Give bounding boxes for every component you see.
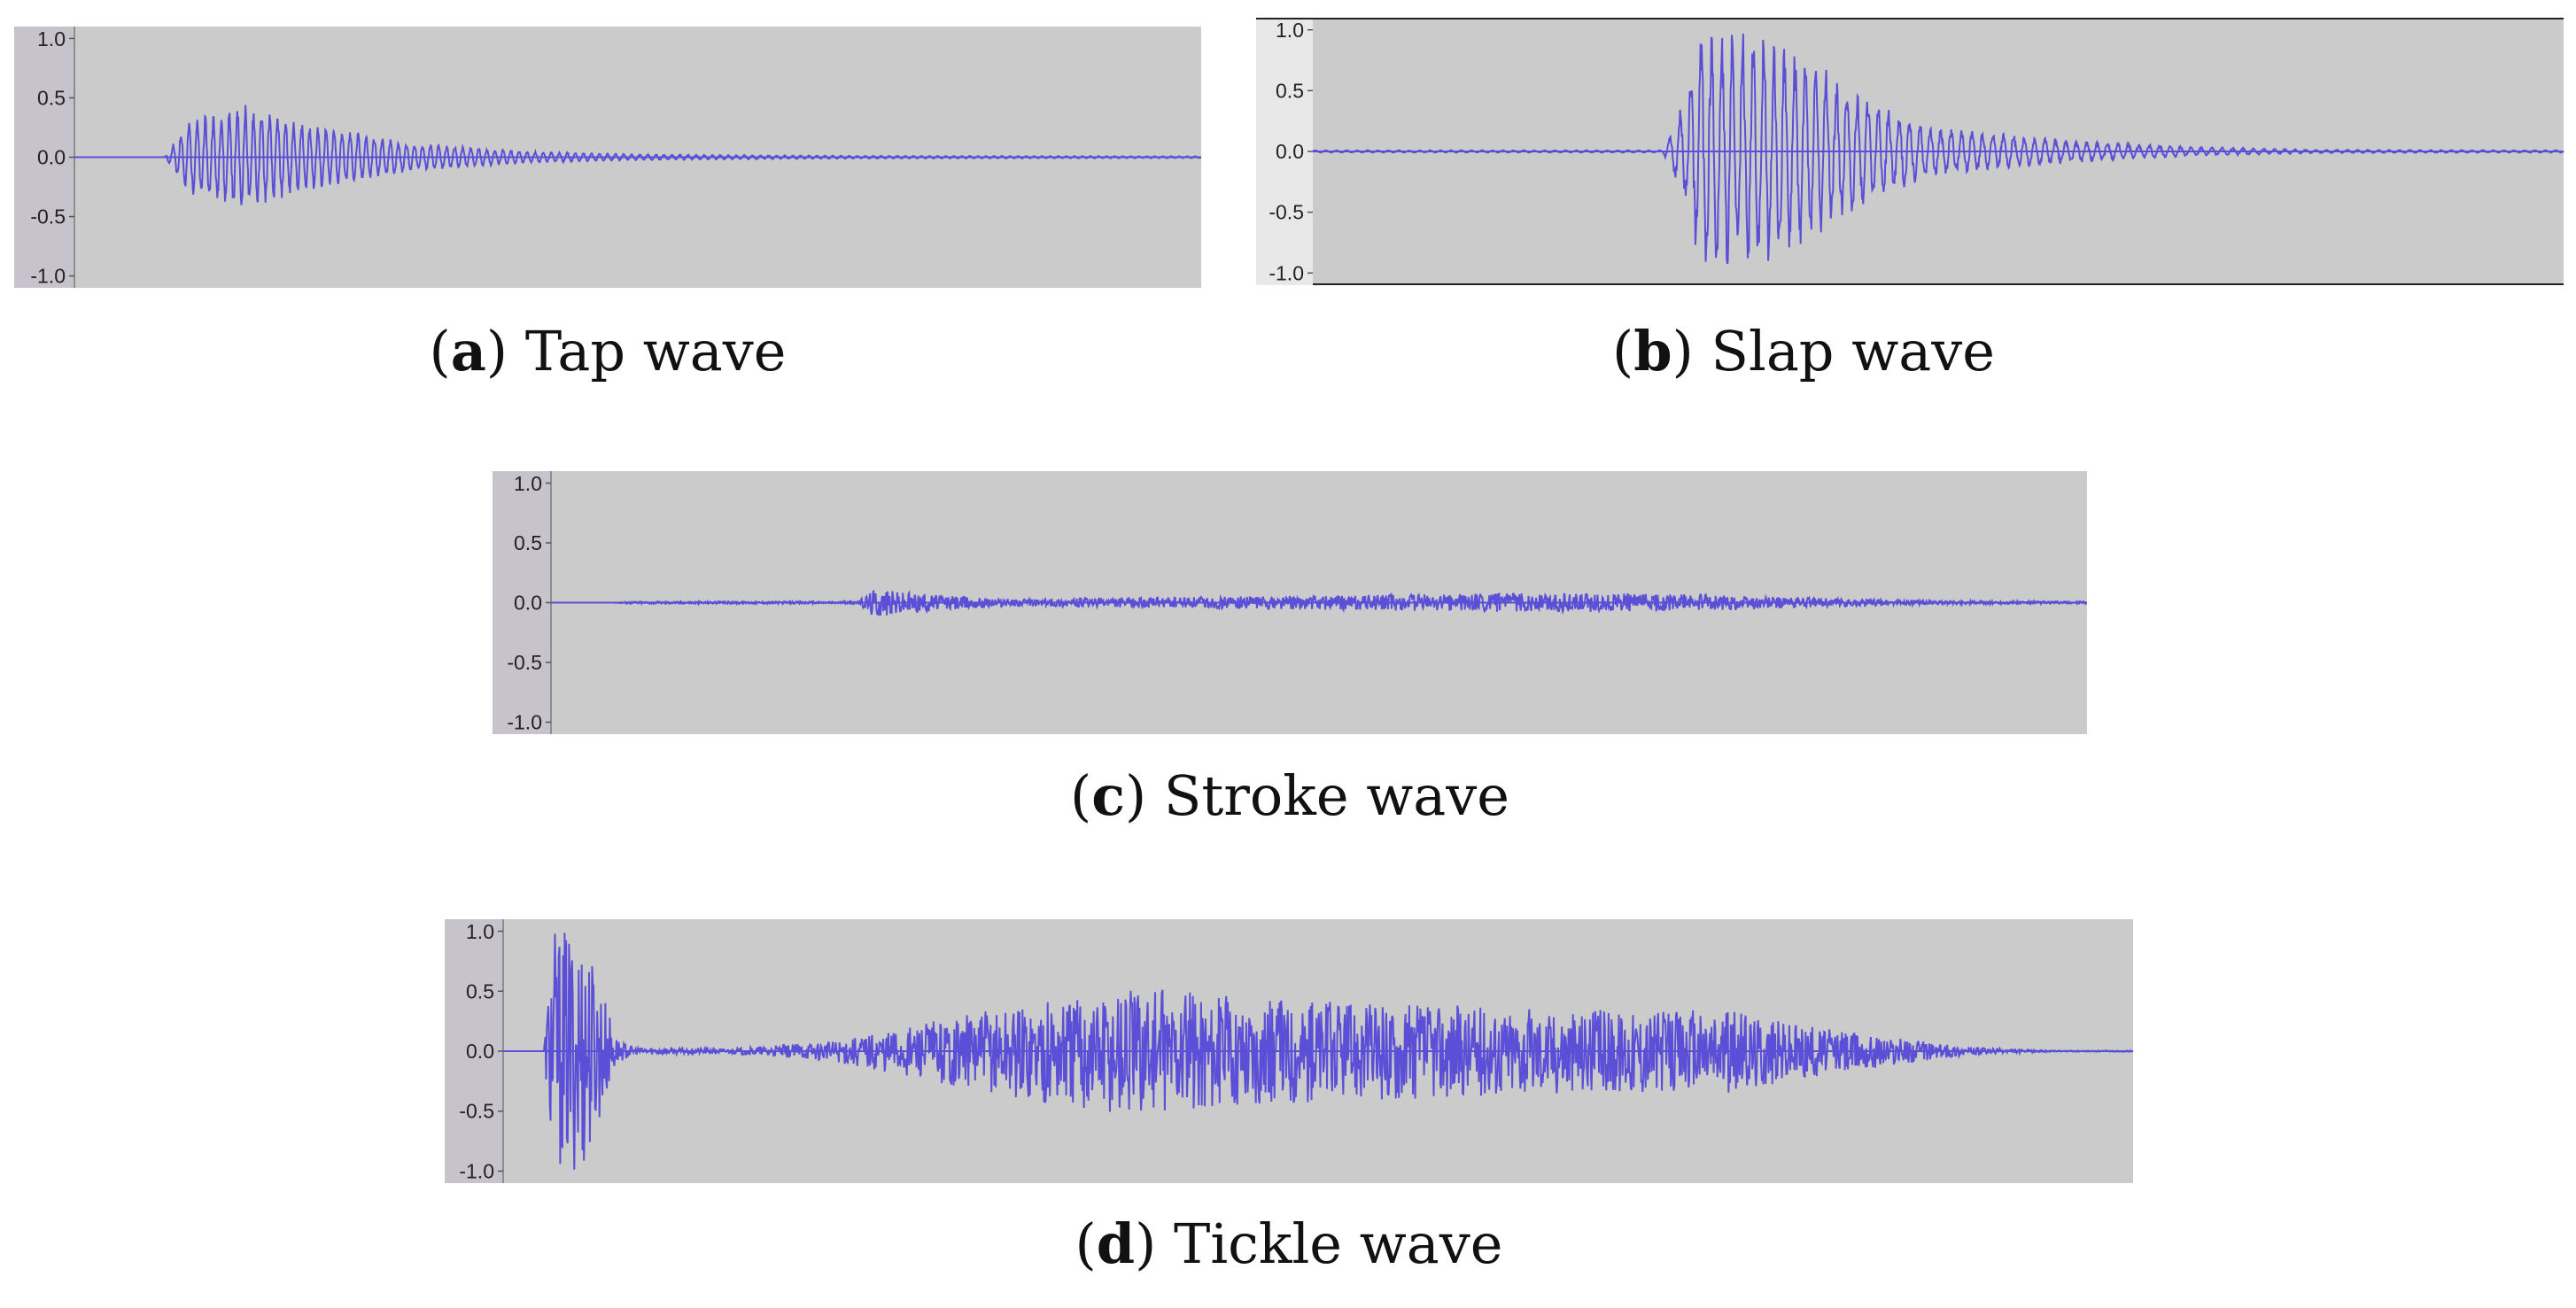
y-tick-label: -1.0: [1269, 261, 1304, 284]
y-tick-label: -0.5: [1269, 201, 1304, 224]
plot-a: 1.0 0.5 0.0 -0.5 -1.0: [14, 27, 1202, 288]
y-tick-label: -1.0: [459, 1159, 494, 1182]
y-tick-label: 0.0: [514, 592, 542, 615]
y-tick-label: 1.0: [514, 472, 542, 495]
waveform-line: [503, 933, 2134, 1170]
y-tick-label: 1.0: [37, 27, 66, 50]
y-tick-label: -1.0: [30, 265, 66, 288]
y-tick-label: -0.5: [30, 205, 66, 228]
y-axis-strip: [445, 919, 503, 1183]
y-axis-strip: [1256, 18, 1313, 285]
panel-a: 1.0 0.5 0.0 -0.5 -1.0 (a) Tap wave: [14, 27, 1202, 407]
y-tick-label: 0.0: [466, 1040, 494, 1063]
y-tick-label: 0.5: [1276, 79, 1304, 102]
y-tick-label: -1.0: [507, 711, 542, 734]
caption-a: (a) Tap wave: [429, 319, 787, 383]
y-axis-strip: [493, 471, 551, 734]
plot-b: 1.0 0.5 0.0 -0.5 -1.0: [1256, 18, 2564, 285]
y-tick-label: -0.5: [507, 651, 542, 674]
waveform-line: [74, 104, 1202, 205]
y-tick-label: 1.0: [1276, 19, 1304, 42]
plot-c: 1.0 0.5 0.0 -0.5 -1.0: [493, 471, 2088, 734]
y-tick-label: 0.5: [37, 86, 66, 109]
panel-b: 1.0 0.5 0.0 -0.5 -1.0 (b) Slap wave: [1256, 18, 2564, 407]
y-tick-label: 0.0: [37, 146, 66, 169]
panel-d: 1.0 0.5 0.0 -0.5 -1.0 (d) Tickle wave: [445, 919, 2134, 1300]
plot-d: 1.0 0.5 0.0 -0.5 -1.0: [445, 919, 2134, 1183]
y-tick-label: 0.0: [1276, 140, 1304, 163]
caption-b: (b) Slap wave: [1612, 319, 1995, 383]
y-tick-label: 1.0: [466, 920, 494, 943]
panel-c: 1.0 0.5 0.0 -0.5 -1.0 (c) Stroke wave: [493, 471, 2088, 843]
caption-c: (c) Stroke wave: [1070, 763, 1509, 828]
y-axis-strip: [14, 27, 74, 288]
waveform-line: [551, 590, 2088, 616]
y-tick-label: 0.5: [466, 979, 494, 1002]
waveform-line: [1312, 34, 2564, 265]
y-tick-label: 0.5: [514, 531, 542, 554]
y-tick-label: -0.5: [459, 1100, 494, 1123]
caption-d: (d) Tickle wave: [1075, 1211, 1503, 1276]
